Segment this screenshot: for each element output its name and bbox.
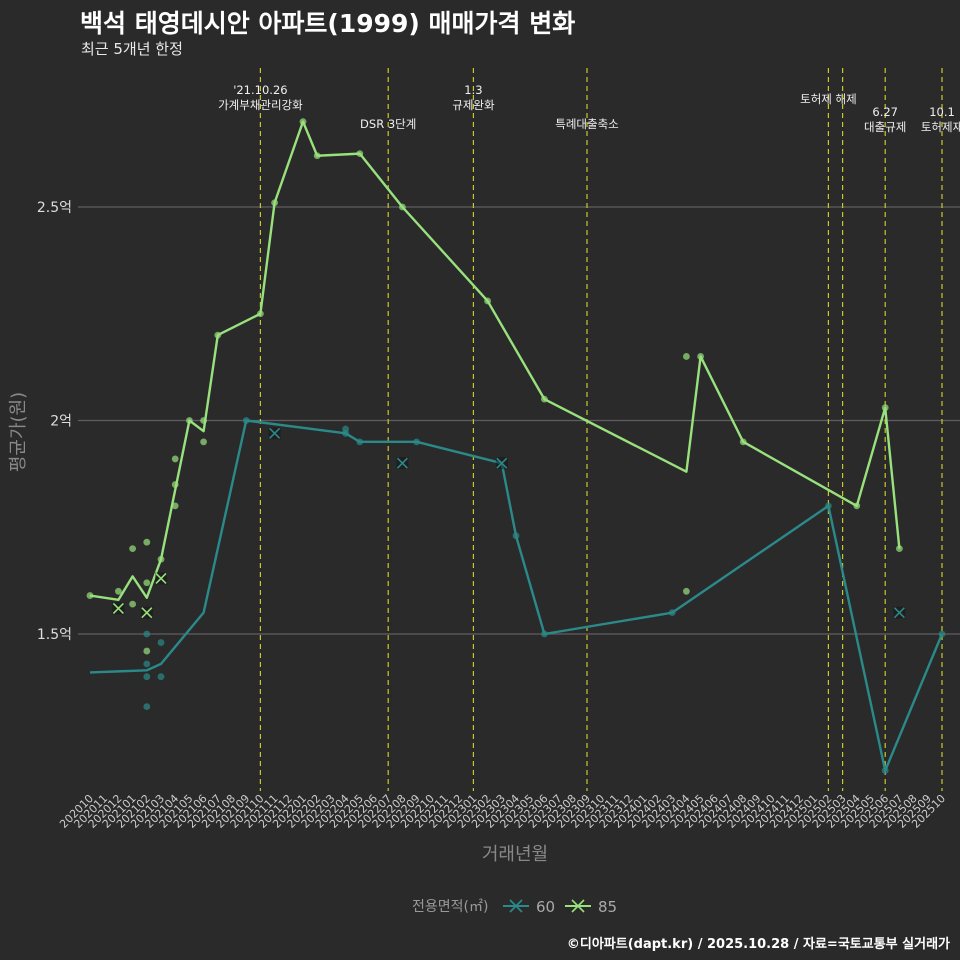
chart-subtitle: 최근 5개년 한정: [81, 40, 183, 58]
data-point: [938, 630, 946, 638]
data-point: [214, 331, 222, 339]
event-label: '21.10.26: [233, 83, 287, 97]
cancelled-marker: [396, 457, 408, 469]
x-axis-label: 거래년월: [482, 844, 548, 865]
data-point: [541, 630, 548, 638]
event-label: 6.27: [872, 105, 898, 119]
data-point: [143, 660, 151, 668]
data-point: [129, 600, 137, 608]
data-point: [143, 579, 151, 587]
event-label: 토허제 해제: [800, 92, 857, 106]
data-point: [86, 592, 94, 599]
data-point: [853, 502, 861, 510]
data-point: [157, 639, 165, 646]
data-point: [541, 395, 548, 403]
event-label: 대출규제: [864, 120, 906, 134]
event-label: 가계부채관리강화: [218, 98, 303, 112]
data-point: [512, 532, 520, 540]
event-label: DSR 3단계: [360, 117, 416, 131]
data-point: [242, 417, 250, 424]
series-group: [86, 118, 946, 775]
legend: 전용면적(㎡) 60 85: [412, 898, 617, 916]
legend-item-60: 60: [503, 898, 555, 916]
data-point: [413, 438, 420, 446]
data-point: [200, 438, 208, 446]
data-point: [171, 481, 179, 488]
cancelled-marker: [269, 427, 281, 439]
event-label: 10.1: [929, 105, 955, 119]
data-point: [342, 429, 349, 437]
data-point: [271, 199, 278, 207]
data-point: [186, 417, 193, 424]
data-point: [896, 545, 903, 552]
data-point: [825, 502, 832, 510]
y-tick-label: 2.5억: [37, 200, 72, 216]
series-85: [86, 118, 903, 655]
data-point: [683, 587, 690, 595]
data-point: [299, 118, 307, 125]
series-60: [89, 417, 946, 775]
series-line-85: [89, 120, 901, 602]
y-tick-label: 2억: [50, 414, 72, 430]
chart-title: 백석 태영데시안 아파트(1999) 매매가격 변화: [80, 9, 576, 38]
data-point: [115, 587, 122, 595]
grid-lines: 1.5억 2억 2.5억: [37, 200, 960, 643]
event-label: 특례대출축소: [555, 117, 618, 131]
data-point: [313, 152, 321, 160]
cancelled-marker: [141, 607, 153, 619]
cancelled-marker: [496, 457, 508, 469]
data-point: [356, 438, 364, 446]
data-point: [356, 150, 364, 158]
legend-key-cross: [571, 899, 585, 913]
data-point: [683, 353, 690, 360]
data-point: [881, 767, 889, 775]
legend-title: 전용면적(㎡): [412, 899, 488, 915]
data-point: [143, 703, 151, 710]
data-point: [171, 455, 179, 463]
y-axis-label: 평균가(원): [8, 392, 29, 472]
series-line-60: [89, 419, 944, 772]
y-tick-label: 1.5억: [37, 627, 72, 643]
cancelled-marker: [112, 602, 124, 614]
data-point: [484, 297, 491, 305]
legend-item-85: 85: [565, 898, 617, 916]
data-point: [143, 673, 151, 681]
data-point: [668, 609, 676, 617]
legend-key-cross: [509, 899, 523, 913]
legend-label: 60: [536, 898, 555, 916]
data-point: [739, 438, 747, 446]
data-point: [143, 630, 151, 638]
cancelled-marker: [893, 607, 905, 619]
data-point: [157, 555, 165, 563]
cancelled-marker: [155, 572, 167, 585]
legend-label: 85: [598, 898, 617, 916]
event-label: 규제완화: [452, 98, 495, 112]
data-point: [697, 353, 704, 360]
data-point: [143, 538, 151, 546]
axes: 평균가(원) 거래년월 2020102020112020122021012021…: [8, 392, 948, 865]
data-point: [157, 673, 165, 681]
source-caption: ©디아파트(dapt.kr) / 2025.10.28 / 자료=국토교통부 실…: [566, 937, 950, 952]
data-point: [171, 502, 179, 510]
data-point: [257, 310, 264, 318]
data-point: [129, 545, 137, 552]
data-point: [881, 404, 889, 412]
event-label: 토허제재: [921, 120, 960, 134]
data-point: [399, 203, 406, 211]
data-point: [143, 647, 151, 655]
data-point: [200, 417, 208, 424]
event-label: 1.3: [464, 83, 482, 97]
